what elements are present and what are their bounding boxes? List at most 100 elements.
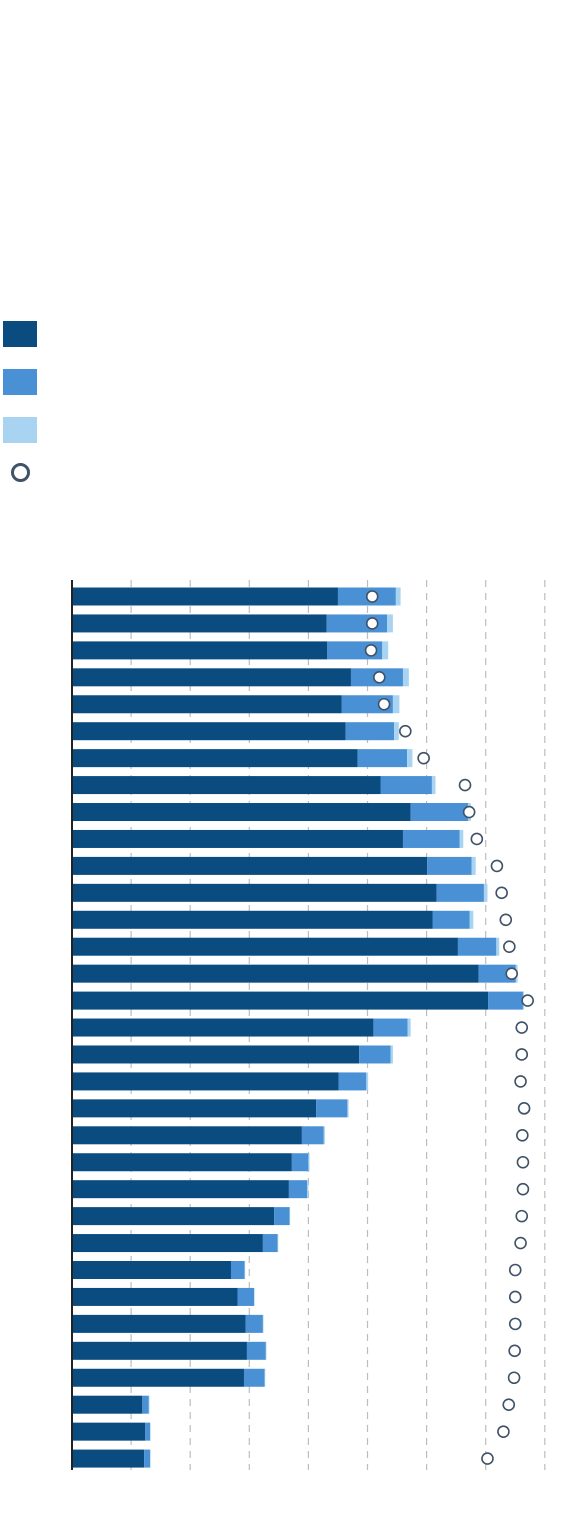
marker-point-28 — [508, 1344, 521, 1358]
bar-series1-12 — [72, 910, 433, 929]
marker-point-5 — [399, 724, 412, 738]
legend-swatch-series3 — [3, 417, 37, 443]
bar-series2-31 — [145, 1422, 151, 1441]
legend-swatch-series2 — [3, 369, 37, 395]
bar-series1-16 — [72, 1018, 374, 1037]
bar-series2-25 — [230, 1261, 245, 1279]
bar-series3-13 — [496, 937, 500, 956]
marker-point-31 — [497, 1425, 510, 1438]
bar-series1-27 — [72, 1314, 246, 1333]
marker-point-3 — [373, 671, 386, 684]
marker-point-30 — [502, 1398, 516, 1411]
marker-point-7 — [458, 778, 472, 792]
marker-point-14 — [505, 967, 519, 980]
bar-series1-32 — [72, 1449, 145, 1468]
bar-series1-10 — [72, 856, 428, 875]
bar-series3-30 — [148, 1395, 150, 1414]
marker-point-19 — [517, 1102, 531, 1115]
marker-point-18 — [514, 1075, 527, 1088]
bar-series2-28 — [246, 1341, 266, 1360]
marker-point-13 — [503, 940, 516, 954]
bar-series2-11 — [436, 883, 484, 902]
bar-series1-6 — [72, 749, 358, 768]
bar-series3-28 — [265, 1341, 267, 1360]
bar-series3-22 — [307, 1180, 309, 1199]
marker-point-22 — [516, 1182, 530, 1196]
bar-series2-8 — [410, 803, 468, 822]
bar-series2-6 — [357, 749, 408, 768]
bar-series1-4 — [72, 695, 342, 714]
bar-series1-23 — [72, 1207, 275, 1226]
bar-series2-19 — [316, 1099, 348, 1118]
marker-point-1 — [365, 617, 379, 630]
bar-series2-23 — [274, 1207, 290, 1226]
bar-series2-5 — [345, 722, 395, 741]
bar-series3-9 — [459, 829, 464, 848]
bar-series3-12 — [469, 910, 474, 929]
bar-series2-20 — [301, 1126, 324, 1145]
marker-point-17 — [515, 1048, 529, 1061]
bar-series3-16 — [407, 1018, 411, 1037]
bar-series1-15 — [72, 991, 489, 1010]
bar-series3-5 — [394, 722, 399, 741]
marker-point-2 — [364, 644, 378, 657]
bar-series3-31 — [150, 1422, 151, 1441]
marker-point-29 — [507, 1371, 521, 1385]
bar-series2-24 — [262, 1234, 278, 1253]
bar-series1-19 — [72, 1099, 317, 1118]
bar-series1-11 — [72, 883, 437, 902]
bar-series1-7 — [72, 776, 381, 795]
bar-series2-21 — [291, 1153, 309, 1172]
bar-series1-22 — [72, 1180, 289, 1199]
bar-series2-17 — [359, 1045, 391, 1064]
bar-series3-10 — [471, 856, 476, 875]
bar-series3-0 — [395, 587, 401, 606]
marker-point-10 — [490, 859, 504, 873]
bar-series2-22 — [288, 1180, 308, 1199]
marker-point-8 — [462, 805, 476, 819]
bar-series1-8 — [72, 803, 411, 822]
legend-swatch-series1 — [3, 321, 37, 347]
marker-point-9 — [470, 832, 484, 846]
bar-series1-3 — [72, 668, 351, 687]
bar-series3-26 — [254, 1287, 255, 1306]
bar-series3-2 — [382, 641, 389, 660]
bar-series2-7 — [380, 776, 432, 795]
bar-series3-32 — [150, 1449, 151, 1468]
bar-series1-31 — [72, 1422, 146, 1441]
bar-series1-24 — [72, 1234, 263, 1253]
bar-series2-12 — [432, 910, 470, 929]
bar-series3-7 — [431, 776, 436, 795]
bar-series2-26 — [237, 1287, 255, 1306]
marker-point-32 — [481, 1452, 494, 1465]
bar-series3-23 — [289, 1207, 291, 1226]
bar-series1-1 — [72, 614, 327, 633]
bar-series1-18 — [72, 1072, 339, 1091]
bar-series3-25 — [244, 1261, 246, 1279]
bar-series1-2 — [72, 641, 328, 660]
bar-series3-19 — [347, 1099, 349, 1118]
bar-series2-27 — [245, 1314, 263, 1333]
bar-series3-11 — [483, 883, 488, 902]
bar-series2-18 — [338, 1072, 367, 1091]
bar-series2-13 — [457, 937, 497, 956]
bar-series1-29 — [72, 1368, 244, 1387]
bar-series1-21 — [72, 1153, 292, 1172]
bar-series3-24 — [277, 1234, 279, 1253]
bar-series1-13 — [72, 937, 458, 956]
bar-series3-29 — [264, 1368, 266, 1387]
bar-series1-14 — [72, 964, 479, 983]
bar-series1-28 — [72, 1341, 247, 1360]
marker-point-27 — [508, 1317, 522, 1331]
bar-series1-25 — [72, 1261, 231, 1279]
marker-point-11 — [495, 886, 508, 900]
bar-series1-5 — [72, 722, 346, 741]
bar-series1-20 — [72, 1126, 302, 1145]
marker-point-16 — [515, 1021, 529, 1034]
marker-point-20 — [516, 1129, 529, 1142]
marker-point-24 — [514, 1236, 527, 1250]
bar-series1-30 — [72, 1395, 143, 1414]
bar-series2-16 — [373, 1018, 408, 1037]
bar-series2-14 — [478, 964, 516, 983]
bar-series3-1 — [387, 614, 393, 633]
